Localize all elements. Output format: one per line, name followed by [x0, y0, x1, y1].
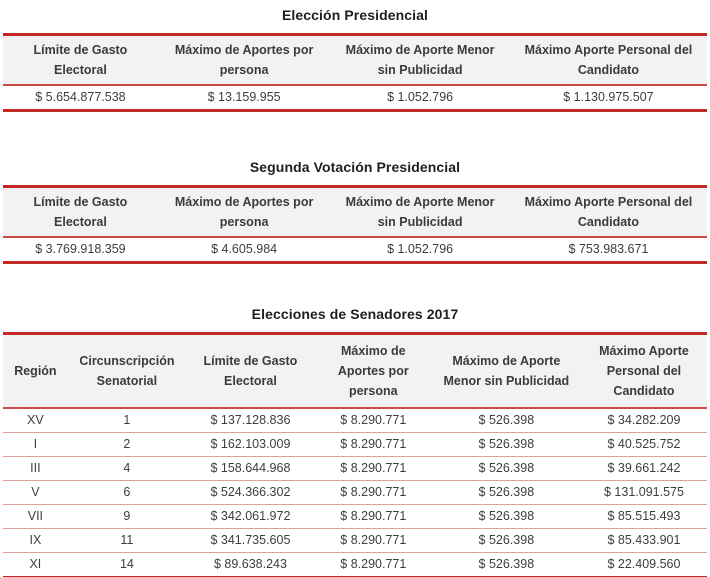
- table-cell-max-aportes-persona: $ 8.290.771: [314, 408, 432, 433]
- table-cell-max-aporte-personal: $ 85.515.493: [580, 504, 707, 529]
- header-row: Límite de Gasto Electoral Máximo de Apor…: [3, 34, 707, 86]
- table-cell-region: VII: [3, 504, 68, 529]
- table-cell-max-aporte-personal: $ 39.661.242: [580, 456, 707, 481]
- table-cell-max-aporte-personal: $ 85.433.901: [580, 528, 707, 553]
- table-cell-max-aporte-personal: $ 131.091.575: [580, 480, 707, 505]
- table-cell-region: I: [3, 432, 68, 457]
- table-row-region-vii: VII 9 $ 342.061.972 $ 8.290.771 $ 526.39…: [3, 504, 707, 529]
- table-row: $ 5.654.877.538 $ 13.159.955 $ 1.052.796…: [3, 85, 707, 111]
- table-cell-max-aporte-menor: $ 526.398: [431, 432, 581, 457]
- table-cell-region: III: [3, 456, 68, 481]
- table-cell-limite-gasto: $ 342.061.972: [186, 504, 315, 529]
- table-cell-region: V: [3, 480, 68, 505]
- table-cell-max-aportes-persona: $ 8.290.771: [314, 432, 432, 457]
- column-header-max-aportes-persona: Máximo de Aportes por persona: [157, 186, 331, 238]
- table-cell-limite-gasto: $ 341.735.605: [186, 528, 315, 553]
- table-cell-max-aporte-personal: $ 753.983.671: [509, 237, 707, 263]
- table-title-senadores-2017: Elecciones de Senadores 2017: [251, 306, 459, 322]
- table-cell-max-aportes-persona: $ 8.290.771: [314, 504, 432, 529]
- table-cell-max-aporte-personal: $ 40.525.752: [580, 432, 707, 457]
- table-cell-max-aportes-persona: $ 8.290.771: [314, 552, 432, 577]
- table-cell-limite-gasto: $ 524.366.302: [186, 480, 315, 505]
- column-header-limite-gasto: Límite de Gasto Electoral: [186, 333, 315, 409]
- table-cell-limite-gasto: $ 158.644.968: [186, 456, 315, 481]
- table-row: $ 3.769.918.359 $ 4.605.984 $ 1.052.796 …: [3, 237, 707, 263]
- table-cell-region: IX: [3, 528, 68, 553]
- table-cell-max-aporte-menor: $ 526.398: [431, 480, 581, 505]
- table-cell-limite-gasto: $ 162.103.009: [186, 432, 315, 457]
- table-cell-circunscripcion: 14: [67, 552, 187, 577]
- column-header-max-aportes-persona: Máximo de Aportes por persona: [314, 333, 432, 409]
- table-cell-max-aporte-menor: $ 1.052.796: [330, 237, 510, 263]
- table-cell-max-aportes-persona: $ 8.290.771: [314, 456, 432, 481]
- table-cell-max-aportes-persona: $ 13.159.955: [157, 85, 331, 111]
- column-header-max-aporte-menor: Máximo de Aporte Menor sin Publicidad: [431, 333, 581, 409]
- header-row: Región Circunscripción Senatorial Límite…: [3, 333, 707, 409]
- table-cell-limite-gasto: $ 137.128.836: [186, 408, 315, 433]
- table-cell-max-aportes-persona: $ 8.290.771: [314, 528, 432, 553]
- table-cell-circunscripcion: 9: [67, 504, 187, 529]
- column-header-max-aporte-personal: Máximo Aporte Personal del Candidato: [509, 186, 707, 238]
- table-cell-max-aporte-menor: $ 526.398: [431, 408, 581, 433]
- table-cell-max-aporte-personal: $ 22.409.560: [580, 552, 707, 577]
- header-row: Límite de Gasto Electoral Máximo de Apor…: [3, 186, 707, 238]
- table-row-region-v: V 6 $ 524.366.302 $ 8.290.771 $ 526.398 …: [3, 480, 707, 505]
- section-eleccion-presidencial: Elección Presidencial Límite de Gasto El…: [3, 7, 707, 112]
- table-row-region-iii: III 4 $ 158.644.968 $ 8.290.771 $ 526.39…: [3, 456, 707, 481]
- table-row-region-ix: IX 11 $ 341.735.605 $ 8.290.771 $ 526.39…: [3, 528, 707, 553]
- table-cell-circunscripcion: 2: [67, 432, 187, 457]
- section-senadores-2017: Elecciones de Senadores 2017 Región Circ…: [3, 306, 707, 577]
- column-header-max-aportes-persona: Máximo de Aportes por persona: [157, 34, 331, 86]
- table-cell-circunscripcion: 1: [67, 408, 187, 433]
- table-cell-region: XV: [3, 408, 68, 433]
- table-cell-limite-gasto: $ 5.654.877.538: [3, 85, 158, 111]
- table-cell-max-aporte-menor: $ 1.052.796: [330, 85, 510, 111]
- table-cell-max-aporte-menor: $ 526.398: [431, 456, 581, 481]
- table-cell-region: XI: [3, 552, 68, 577]
- table-senadores-2017: Región Circunscripción Senatorial Límite…: [3, 332, 707, 577]
- table-row-region-xi: XI 14 $ 89.638.243 $ 8.290.771 $ 526.398…: [3, 552, 707, 577]
- table-eleccion-presidencial: Límite de Gasto Electoral Máximo de Apor…: [3, 33, 707, 112]
- column-header-max-aporte-personal: Máximo Aporte Personal del Candidato: [580, 333, 707, 409]
- column-header-region: Región: [3, 333, 68, 409]
- table-cell-max-aporte-menor: $ 526.398: [431, 552, 581, 577]
- table-row-region-i: I 2 $ 162.103.009 $ 8.290.771 $ 526.398 …: [3, 432, 707, 457]
- column-header-max-aporte-menor: Máximo de Aporte Menor sin Publicidad: [330, 186, 510, 238]
- table-cell-max-aporte-menor: $ 526.398: [431, 528, 581, 553]
- column-header-max-aporte-personal: Máximo Aporte Personal del Candidato: [509, 34, 707, 86]
- table-cell-circunscripcion: 6: [67, 480, 187, 505]
- table-cell-max-aporte-menor: $ 526.398: [431, 504, 581, 529]
- table-row-region-xv: XV 1 $ 137.128.836 $ 8.290.771 $ 526.398…: [3, 408, 707, 433]
- table-title-segunda-votacion: Segunda Votación Presidencial: [249, 159, 461, 175]
- section-segunda-votacion: Segunda Votación Presidencial Límite de …: [3, 159, 707, 264]
- column-header-limite-gasto: Límite de Gasto Electoral: [3, 186, 158, 238]
- column-header-circunscripcion: Circunscripción Senatorial: [67, 333, 187, 409]
- table-cell-limite-gasto: $ 89.638.243: [186, 552, 315, 577]
- column-header-limite-gasto: Límite de Gasto Electoral: [3, 34, 158, 86]
- table-cell-max-aportes-persona: $ 4.605.984: [157, 237, 331, 263]
- table-cell-circunscripcion: 11: [67, 528, 187, 553]
- table-cell-max-aporte-personal: $ 34.282.209: [580, 408, 707, 433]
- table-cell-max-aporte-personal: $ 1.130.975.507: [509, 85, 707, 111]
- table-cell-limite-gasto: $ 3.769.918.359: [3, 237, 158, 263]
- column-header-max-aporte-menor: Máximo de Aporte Menor sin Publicidad: [330, 34, 510, 86]
- table-cell-max-aportes-persona: $ 8.290.771: [314, 480, 432, 505]
- table-cell-circunscripcion: 4: [67, 456, 187, 481]
- table-title-eleccion-presidencial: Elección Presidencial: [281, 7, 429, 23]
- table-segunda-votacion: Límite de Gasto Electoral Máximo de Apor…: [3, 185, 707, 264]
